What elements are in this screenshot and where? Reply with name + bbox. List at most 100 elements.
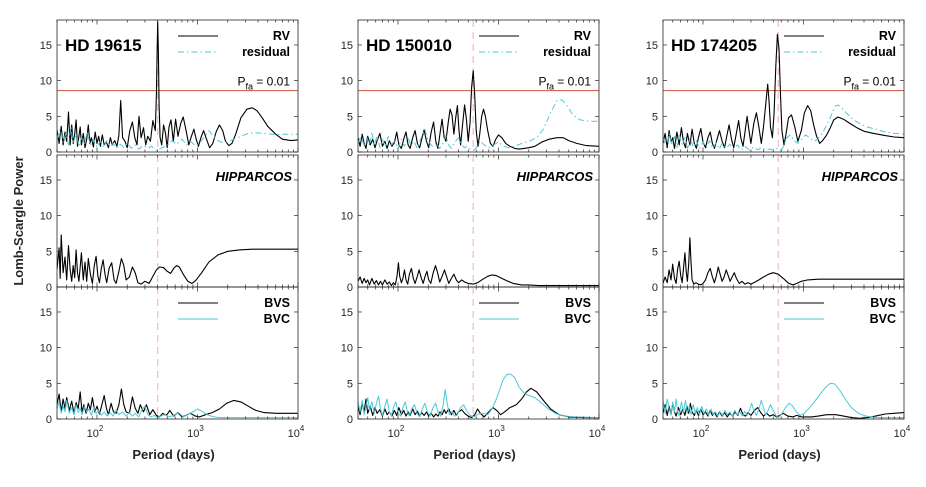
legend-label-bvc: BVC <box>870 312 896 326</box>
y-tick-label: 15 <box>341 175 353 187</box>
x-tick-base: 10 <box>488 428 500 440</box>
panel-frame <box>357 19 600 153</box>
y-tick-label: 15 <box>646 40 658 52</box>
y-tick-label: 0 <box>652 147 658 159</box>
x-tick-base: 10 <box>589 428 601 440</box>
fap-label-value: = 0.01 <box>554 75 591 89</box>
legend-label-rv: RV <box>273 29 291 43</box>
y-tick-label: 0 <box>46 147 52 159</box>
y-tick-label: 0 <box>347 282 353 294</box>
series-bvc <box>57 399 298 419</box>
star-column-0: Pfa = 0.01 0 5 10 15 HD 19615 RV residual 0 5 10 15… <box>40 19 305 462</box>
x-tick-base: 10 <box>288 428 300 440</box>
panel-frame <box>357 286 600 420</box>
x-tick-base: 10 <box>693 428 705 440</box>
y-tick-label: 15 <box>341 40 353 52</box>
series-hipparcos <box>663 237 904 286</box>
y-tick-label: 10 <box>646 76 658 88</box>
series-rv <box>57 21 298 149</box>
panel-frame <box>56 19 299 153</box>
legend-label-bvc: BVC <box>565 312 591 326</box>
legend-label-residual: residual <box>543 45 591 59</box>
x-tick-label: 104 <box>894 424 911 440</box>
legend: BVS BVC <box>784 296 896 326</box>
panel-hipparcos: 0 5 10 15 HIPPARCOS <box>646 154 905 294</box>
y-tick-label: 15 <box>646 175 658 187</box>
x-tick-exponent: 3 <box>805 424 810 433</box>
x-tick-label: 102 <box>388 424 405 440</box>
x-axis-title: Period (days) <box>433 447 515 462</box>
x-tick-label: 103 <box>488 424 505 440</box>
legend: BVS BVC <box>479 296 591 326</box>
hipparcos-label: HIPPARCOS <box>517 169 594 184</box>
star-name-label: HD 150010 <box>366 36 452 55</box>
y-tick-label: 5 <box>46 246 52 258</box>
fap-label-sub: fa <box>546 82 554 92</box>
x-axis-title: Period (days) <box>738 447 820 462</box>
legend-label-rv: RV <box>574 29 592 43</box>
x-tick-label: 103 <box>793 424 810 440</box>
panel-hipparcos: 0 5 10 15 HIPPARCOS <box>40 154 299 294</box>
y-tick-label: 0 <box>46 282 52 294</box>
series-hipparcos <box>57 234 298 285</box>
x-tick-label: 102 <box>693 424 710 440</box>
panel-rv: Pfa = 0.01 0 5 10 15 HD 150010 RV residual <box>341 19 600 159</box>
x-tick-base: 10 <box>894 428 906 440</box>
x-tick-exponent: 2 <box>99 424 104 433</box>
y-tick-label: 5 <box>46 111 52 123</box>
legend: RV residual <box>178 29 291 59</box>
legend: BVS BVC <box>178 296 290 326</box>
y-tick-label: 0 <box>652 282 658 294</box>
legend-label-bvs: BVS <box>565 296 591 310</box>
fap-label-p: P <box>538 75 546 89</box>
y-tick-label: 0 <box>46 414 52 426</box>
panel-frame <box>662 19 905 153</box>
fap-label-value: = 0.01 <box>253 75 290 89</box>
y-tick-label: 0 <box>652 414 658 426</box>
series-bvc <box>358 373 599 419</box>
series-residual <box>663 104 904 152</box>
star-name-label: HD 174205 <box>671 36 757 55</box>
hipparcos-label: HIPPARCOS <box>216 169 293 184</box>
y-tick-label: 10 <box>341 76 353 88</box>
series-bvs <box>663 402 904 419</box>
y-tick-label: 5 <box>652 111 658 123</box>
x-tick-exponent: 3 <box>199 424 204 433</box>
star-name-label: HD 19615 <box>65 36 142 55</box>
legend-label-residual: residual <box>848 45 896 59</box>
legend-label-residual: residual <box>242 45 290 59</box>
legend: RV residual <box>479 29 592 59</box>
fap-label-sub: fa <box>245 82 253 92</box>
y-tick-label: 10 <box>40 343 52 355</box>
series-residual <box>57 126 298 152</box>
legend-label-bvc: BVC <box>264 312 290 326</box>
series-group <box>57 21 298 152</box>
x-tick-exponent: 4 <box>300 424 305 433</box>
x-tick-label: 104 <box>288 424 305 440</box>
y-tick-label: 5 <box>347 246 353 258</box>
series-rv <box>358 70 599 150</box>
x-tick-exponent: 4 <box>601 424 606 433</box>
y-tick-label: 15 <box>40 175 52 187</box>
y-tick-label: 5 <box>347 111 353 123</box>
x-tick-base: 10 <box>388 428 400 440</box>
panel-rv: Pfa = 0.01 0 5 10 15 HD 174205 RV residual <box>646 19 905 159</box>
x-tick-exponent: 3 <box>500 424 505 433</box>
x-tick-exponent: 2 <box>400 424 405 433</box>
series-group <box>358 262 599 287</box>
legend-label-rv: RV <box>879 29 897 43</box>
series-group <box>57 234 298 285</box>
x-tick-label: 104 <box>589 424 606 440</box>
fap-label: Pfa = 0.01 <box>237 75 290 92</box>
x-tick-base: 10 <box>793 428 805 440</box>
series-residual <box>358 99 599 152</box>
y-tick-label: 15 <box>40 307 52 319</box>
fap-label-value: = 0.01 <box>859 75 896 89</box>
x-tick-base: 10 <box>87 428 99 440</box>
x-tick-base: 10 <box>187 428 199 440</box>
y-tick-label: 5 <box>347 378 353 390</box>
x-tick-exponent: 2 <box>705 424 710 433</box>
